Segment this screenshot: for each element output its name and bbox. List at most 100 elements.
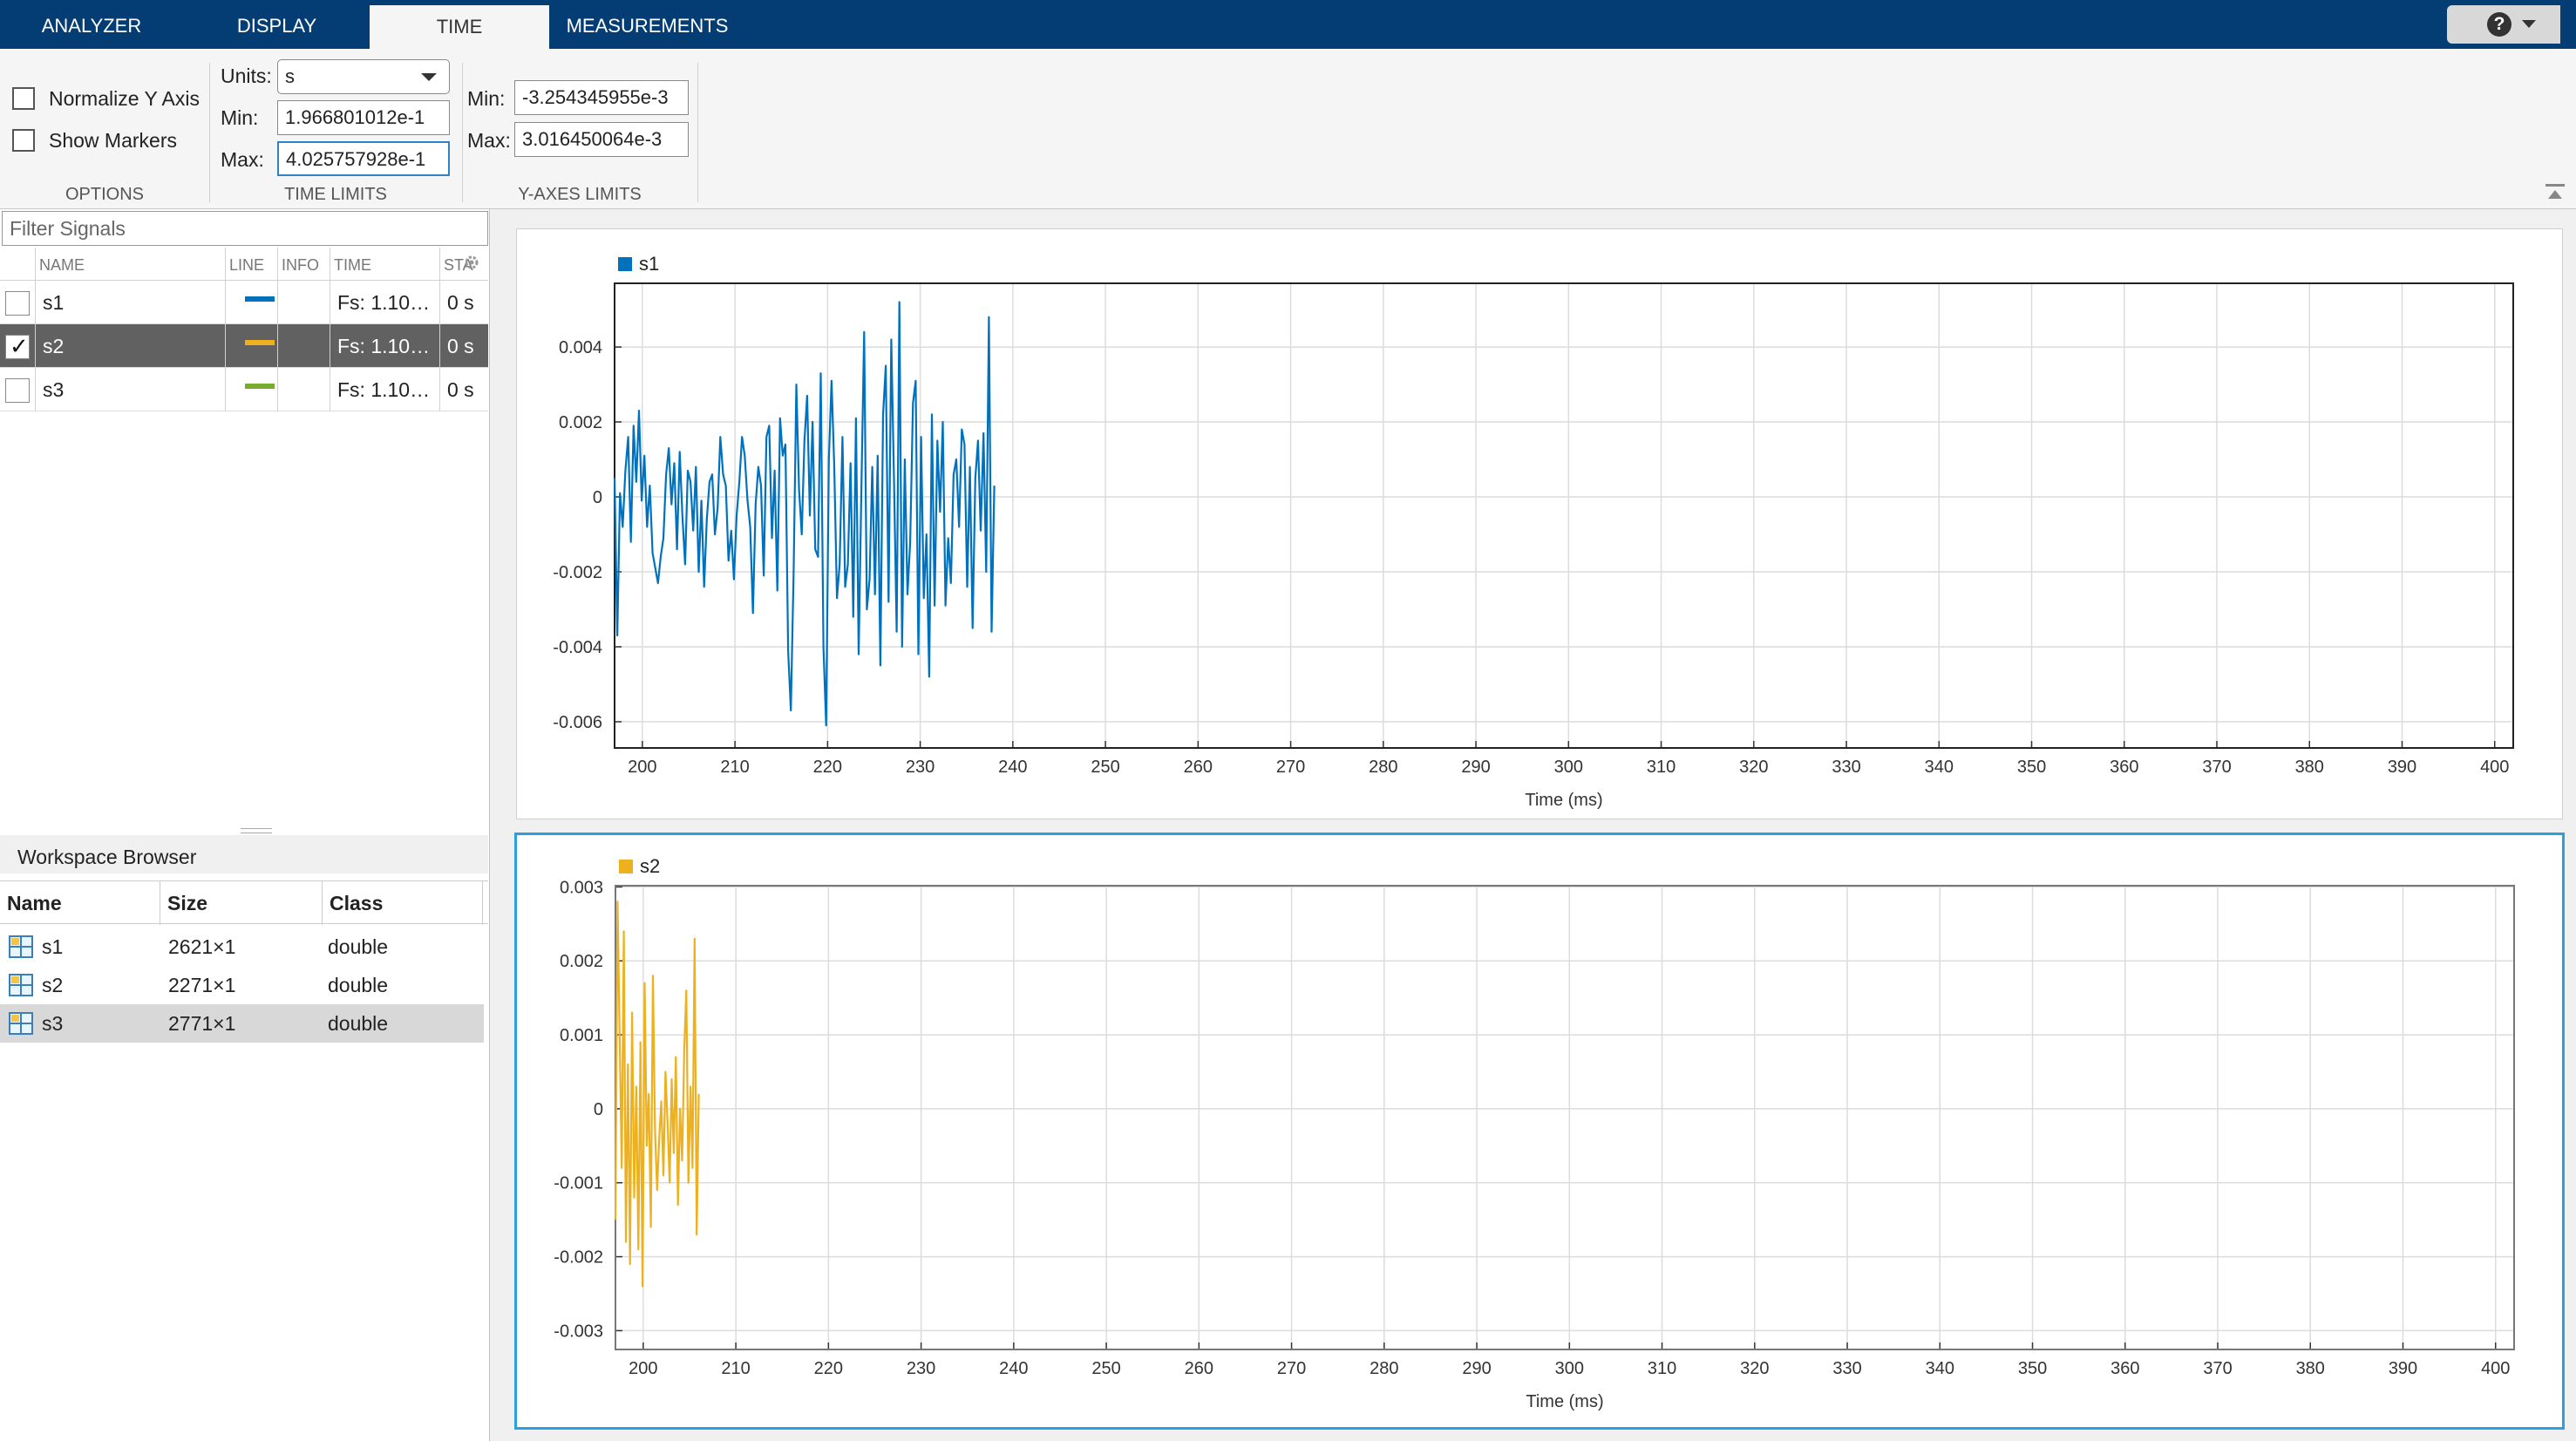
y-tick-label: -0.002 xyxy=(553,563,602,582)
signal-table-header: NAME LINE INFO TIME STA xyxy=(0,248,488,281)
y-tick-label: 0.001 xyxy=(560,1026,603,1045)
signal-name: s1 xyxy=(35,281,225,324)
toolstrip: Normalize Y Axis Show Markers OPTIONS Un… xyxy=(0,49,2576,209)
tab-analyzer[interactable]: ANALYZER xyxy=(41,15,142,37)
ws-var-name: s1 xyxy=(42,935,64,958)
units-label: Units: xyxy=(221,65,272,87)
normalize-y-axis-checkbox[interactable]: Normalize Y Axis xyxy=(12,84,200,113)
signal-checkbox[interactable] xyxy=(5,378,30,403)
units-value: s xyxy=(285,65,295,87)
line-color-swatch xyxy=(245,384,275,389)
ws-var-class: double xyxy=(328,935,389,958)
x-tick-label: 200 xyxy=(628,758,656,777)
display-panel-1[interactable]: 200 210 220 230 240 250 260 270 280 290 300 310 320 3… xyxy=(516,228,2563,819)
gear-icon[interactable] xyxy=(462,253,481,272)
ws-col-name[interactable]: Name xyxy=(0,881,160,925)
x-tick-label: 400 xyxy=(2481,1359,2510,1378)
x-tick-label: 330 xyxy=(1832,758,1860,777)
signal-info xyxy=(277,324,330,368)
workspace-table-header: Name Size Class xyxy=(0,880,488,925)
time-plot-s1[interactable]: 200 210 220 230 240 250 260 270 280 290 300 310 320 3… xyxy=(517,229,2561,818)
x-tick-label: 390 xyxy=(2389,1359,2417,1378)
line-color-swatch xyxy=(245,296,275,302)
x-tick-label: 200 xyxy=(629,1359,657,1378)
time-min-field[interactable]: 1.966801012e-1 xyxy=(277,100,450,135)
x-tick-label: 300 xyxy=(1555,1359,1584,1378)
workspace-row-s1[interactable]: s1 2621×1 double xyxy=(0,928,484,966)
x-tick-label: 240 xyxy=(999,1359,1028,1378)
panel-splitter-handle[interactable] xyxy=(241,828,272,833)
signal-row-s2[interactable]: ✓ s2 Fs: 1.10… 0 s xyxy=(0,324,488,368)
ws-col-size[interactable]: Size xyxy=(160,881,323,925)
time-max-label: Max: xyxy=(221,148,264,171)
y-tick-label: 0.002 xyxy=(560,952,603,971)
signal-row-s1[interactable]: s1 Fs: 1.10… 0 s xyxy=(0,281,488,324)
signal-row-s3[interactable]: s3 Fs: 1.10… 0 s xyxy=(0,368,488,411)
y-tick-label: 0.004 xyxy=(559,338,602,357)
legend-swatch xyxy=(618,257,632,271)
x-tick-label: 290 xyxy=(1462,1359,1491,1378)
x-tick-label: 240 xyxy=(998,758,1027,777)
y-min-label: Min: xyxy=(467,87,506,110)
y-min-field[interactable]: -3.254345955e-3 xyxy=(514,80,689,115)
x-tick-label: 270 xyxy=(1276,758,1305,777)
legend-swatch xyxy=(619,860,633,873)
show-markers-label: Show Markers xyxy=(49,128,177,152)
signal-checkbox[interactable] xyxy=(5,291,30,316)
x-tick-label: 310 xyxy=(1648,1359,1676,1378)
collapse-toolstrip-icon[interactable] xyxy=(2545,183,2566,202)
tab-measurements[interactable]: MEASUREMENTS xyxy=(566,15,729,37)
y-tick-label: 0 xyxy=(594,1100,603,1119)
signal-info xyxy=(277,281,330,324)
time-plot-s2[interactable]: 200 210 220 230 240 250 260 270 280 290 300 310 320 3… xyxy=(517,835,2562,1427)
units-dropdown[interactable]: s xyxy=(277,59,450,94)
workspace-browser-title: Workspace Browser xyxy=(0,835,488,873)
help-icon: ? xyxy=(2487,12,2511,37)
vertical-splitter[interactable] xyxy=(490,209,497,1441)
tab-time[interactable]: TIME xyxy=(370,5,549,49)
normalize-y-axis-label: Normalize Y Axis xyxy=(49,86,200,110)
ws-var-name: s3 xyxy=(42,1012,64,1035)
signal-start: 0 s xyxy=(439,368,488,411)
checkbox-box[interactable] xyxy=(12,129,35,152)
show-markers-checkbox[interactable]: Show Markers xyxy=(12,126,177,155)
workspace-row-s2[interactable]: s2 2271×1 double xyxy=(0,966,484,1004)
matrix-variable-icon xyxy=(9,974,33,996)
col-name[interactable]: NAME xyxy=(35,248,225,280)
x-tick-label: 320 xyxy=(1739,758,1768,777)
y-tick-label: -0.003 xyxy=(554,1322,603,1341)
workspace-row-s3[interactable]: s3 2771×1 double xyxy=(0,1004,484,1043)
tab-display[interactable]: DISPLAY xyxy=(236,15,317,37)
checkbox-box[interactable] xyxy=(12,87,35,110)
filter-signals-input[interactable]: Filter Signals xyxy=(2,211,488,246)
col-time[interactable]: TIME xyxy=(330,248,439,280)
x-tick-label: 350 xyxy=(2017,758,2046,777)
ws-var-size: 2621×1 xyxy=(168,935,236,958)
ws-var-size: 2771×1 xyxy=(168,1012,236,1035)
signal-checkbox[interactable]: ✓ xyxy=(5,333,30,359)
x-tick-label: 230 xyxy=(906,758,935,777)
time-max-field[interactable]: 4.025757928e-1 xyxy=(277,141,450,176)
ws-var-class: double xyxy=(328,1012,389,1035)
y-max-field[interactable]: 3.016450064e-3 xyxy=(514,122,689,157)
x-tick-label: 370 xyxy=(2202,758,2231,777)
x-tick-label: 380 xyxy=(2296,1359,2325,1378)
time-min-label: Min: xyxy=(221,106,259,129)
col-line[interactable]: LINE xyxy=(225,248,277,280)
x-tick-label: 290 xyxy=(1461,758,1490,777)
plot-area xyxy=(615,886,2514,1349)
col-info[interactable]: INFO xyxy=(277,248,330,280)
help-button[interactable]: ? xyxy=(2447,5,2560,44)
y-tick-label: -0.006 xyxy=(553,713,602,732)
y-tick-label: -0.001 xyxy=(554,1174,603,1193)
x-tick-label: 280 xyxy=(1370,1359,1398,1378)
x-tick-label: 300 xyxy=(1554,758,1583,777)
ws-col-class[interactable]: Class xyxy=(323,881,483,925)
legend-label: s1 xyxy=(639,253,659,275)
check-icon: ✓ xyxy=(10,333,29,359)
tab-bar: ANALYZER DISPLAY TIME MEASUREMENTS ? xyxy=(0,0,2576,49)
x-axis-label: Time (ms) xyxy=(1526,1392,1603,1411)
display-panel-2[interactable]: 200 210 220 230 240 250 260 270 280 290 300 310 320 3… xyxy=(514,833,2565,1430)
x-tick-label: 230 xyxy=(907,1359,935,1378)
x-tick-label: 360 xyxy=(2110,1359,2139,1378)
